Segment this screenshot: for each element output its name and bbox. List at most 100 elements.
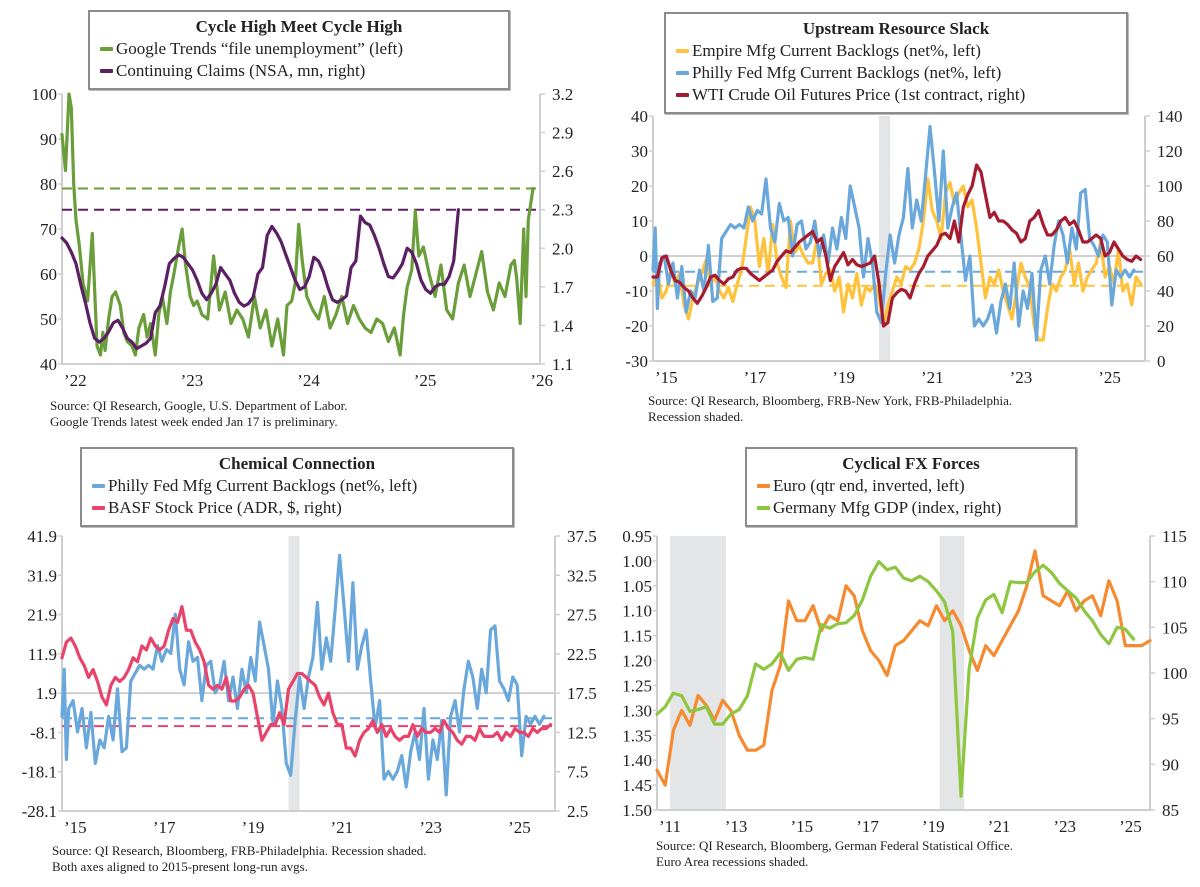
x-tick-label: ’21 bbox=[330, 818, 353, 837]
chart-title: Cyclical FX Forces bbox=[842, 454, 980, 473]
left-tick-label: 1.25 bbox=[622, 676, 652, 695]
source-line: Source: QI Research, Bloomberg, FRB-Phil… bbox=[52, 843, 427, 858]
legend-label: WTI Crude Oil Futures Price (1st contrac… bbox=[692, 85, 1026, 104]
chart-panel-cycle-high: 40 50 60 70 80 90 100 1.1 1.4 1.7 2.0 2.3 2.6 2.9 3.2 ’… bbox=[0, 0, 600, 440]
left-tick-label: 1.05 bbox=[622, 577, 652, 596]
legend-label: Google Trends “file unemployment” (left) bbox=[116, 39, 404, 58]
chart-panel-cyclical-fx: 0.95 1.00 1.05 1.10 1.15 1.20 1.25 1.30 1.35 1.40… bbox=[600, 440, 1200, 887]
x-tick-label: ’23 bbox=[1053, 817, 1076, 836]
right-tick-label: 12.5 bbox=[567, 723, 597, 742]
left-tick-label: -20 bbox=[625, 317, 648, 336]
right-tick-label: 20 bbox=[1157, 317, 1174, 336]
source-line: Source: QI Research, Google, U.S. Depart… bbox=[50, 398, 348, 413]
legend: Chemical Connection Philly Fed Mfg Curren… bbox=[80, 447, 514, 527]
series-line-1 bbox=[60, 208, 460, 351]
legend-swatch bbox=[100, 69, 113, 73]
right-tick-label: 27.5 bbox=[567, 606, 597, 625]
x-tick-label: ’23 bbox=[419, 818, 442, 837]
left-tick-label: 80 bbox=[40, 175, 57, 194]
source-line: Source: QI Research, Bloomberg, German F… bbox=[656, 838, 1013, 853]
right-tick-label: 32.5 bbox=[567, 566, 597, 585]
right-tick-label: 7.5 bbox=[567, 763, 588, 782]
legend-swatch bbox=[100, 47, 113, 51]
right-tick-label: 90 bbox=[1162, 755, 1179, 774]
left-tick-label: 1.00 bbox=[622, 552, 652, 571]
right-tick-label: 110 bbox=[1162, 573, 1187, 592]
source-line: Google Trends latest week ended Jan 17 i… bbox=[50, 414, 338, 429]
right-tick-label: 22.5 bbox=[567, 645, 597, 664]
x-tick-label: ’25 bbox=[1098, 368, 1121, 387]
left-tick-label: 50 bbox=[40, 310, 57, 329]
left-tick-label: 1.40 bbox=[622, 751, 652, 770]
x-tick-label: ’17 bbox=[856, 817, 879, 836]
right-tick-label: 100 bbox=[1157, 177, 1183, 196]
recession-shade bbox=[670, 536, 727, 810]
right-tick-label: 80 bbox=[1157, 212, 1174, 231]
x-tick-label: ’25 bbox=[508, 818, 531, 837]
right-tick-label: 1.4 bbox=[552, 316, 574, 335]
legend-item: Germany Mfg GDP (index, right) bbox=[757, 497, 1065, 519]
legend-item: Philly Fed Mfg Current Backlogs (net%, l… bbox=[92, 475, 502, 497]
legend-swatch bbox=[757, 506, 770, 510]
chart-svg: -28.1 -18.1 -8.1 1.9 11.9 21.9 31.9 41.9 2.5 7.5 1… bbox=[22, 527, 597, 837]
left-tick-label: 1.15 bbox=[622, 627, 652, 646]
x-tick-label: ’19 bbox=[242, 818, 265, 837]
left-tick-label: -10 bbox=[625, 282, 648, 301]
left-tick-label: 1.45 bbox=[622, 776, 652, 795]
x-tick-label: ’21 bbox=[921, 368, 944, 387]
series-line-0 bbox=[655, 549, 1152, 787]
left-tick-label: 1.10 bbox=[622, 602, 652, 621]
left-tick-label: 100 bbox=[32, 85, 58, 104]
x-tick-label: ’26 bbox=[530, 371, 553, 390]
left-tick-label: 40 bbox=[631, 107, 648, 126]
chart-svg: -30 -20 -10 0 10 20 30 40 0 20 40 60 80 100 120 140 ’15 ’… bbox=[625, 107, 1183, 387]
legend-label: Empire Mfg Current Backlogs (net%, left) bbox=[692, 41, 981, 60]
left-tick-label: 21.9 bbox=[27, 606, 57, 625]
chart-title: Chemical Connection bbox=[218, 454, 376, 473]
chart-title: Upstream Resource Slack bbox=[802, 19, 990, 38]
series-line-1 bbox=[651, 124, 1136, 342]
right-tick-label: 1.1 bbox=[552, 355, 573, 374]
left-tick-label: 40 bbox=[40, 355, 57, 374]
legend-label: Philly Fed Mfg Current Backlogs (net%, l… bbox=[692, 63, 1002, 82]
x-tick-label: ’23 bbox=[1010, 368, 1033, 387]
legend-swatch bbox=[757, 484, 770, 488]
left-tick-label: 1.20 bbox=[622, 652, 652, 671]
series-line-1 bbox=[655, 559, 1136, 798]
left-tick-label: 0 bbox=[640, 247, 649, 266]
legend-label: Philly Fed Mfg Current Backlogs (net%, l… bbox=[108, 476, 418, 495]
legend-item: Google Trends “file unemployment” (left) bbox=[100, 38, 498, 60]
x-tick-label: ’25 bbox=[414, 371, 437, 390]
x-tick-label: ’19 bbox=[922, 817, 945, 836]
legend-label: Euro (qtr end, inverted, left) bbox=[773, 476, 965, 495]
right-tick-label: 1.7 bbox=[552, 278, 574, 297]
x-tick-label: ’17 bbox=[744, 368, 767, 387]
legend-label: Continuing Claims (NSA, mn, right) bbox=[116, 61, 366, 80]
legend-item: Empire Mfg Current Backlogs (net%, left) bbox=[676, 40, 1116, 62]
left-tick-label: 20 bbox=[631, 177, 648, 196]
left-tick-label: 1.50 bbox=[622, 801, 652, 820]
recession-shade bbox=[879, 116, 891, 361]
right-tick-label: 115 bbox=[1162, 527, 1187, 546]
right-tick-label: 17.5 bbox=[567, 684, 597, 703]
legend-item: Euro (qtr end, inverted, left) bbox=[757, 475, 1065, 497]
left-tick-label: -18.1 bbox=[22, 763, 57, 782]
chart-title: Cycle High Meet Cycle High bbox=[195, 17, 403, 36]
x-tick-label: ’24 bbox=[297, 371, 320, 390]
left-tick-label: 1.9 bbox=[36, 684, 57, 703]
chart-panel-chemical-connection: -28.1 -18.1 -8.1 1.9 11.9 21.9 31.9 41.9 2.5 7.5 1… bbox=[0, 440, 600, 887]
source-note: Source: QI Research, Google, U.S. Depart… bbox=[50, 398, 347, 430]
right-tick-label: 2.3 bbox=[552, 201, 573, 220]
legend: Cycle High Meet Cycle High Google Trends … bbox=[88, 10, 510, 90]
x-tick-label: ’15 bbox=[655, 368, 678, 387]
x-tick-label: ’15 bbox=[790, 817, 813, 836]
source-note: Source: QI Research, Bloomberg, FRB-Phil… bbox=[52, 843, 427, 875]
legend-label: Germany Mfg GDP (index, right) bbox=[773, 498, 1002, 517]
right-tick-label: 2.0 bbox=[552, 239, 573, 258]
left-tick-label: 11.9 bbox=[28, 645, 57, 664]
series-line-1 bbox=[60, 605, 553, 758]
series-line-2 bbox=[651, 163, 1143, 328]
legend-swatch bbox=[676, 93, 689, 97]
legend-swatch bbox=[676, 71, 689, 75]
source-line: Source: QI Research, Bloomberg, FRB-New … bbox=[648, 393, 1013, 408]
